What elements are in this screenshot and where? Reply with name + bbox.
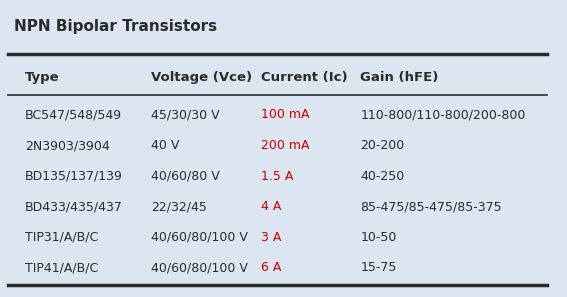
Text: 40/60/80 V: 40/60/80 V [151, 170, 220, 183]
Text: 100 mA: 100 mA [261, 108, 310, 121]
Text: 2N3903/3904: 2N3903/3904 [25, 139, 109, 152]
Text: 20-200: 20-200 [360, 139, 404, 152]
Text: Type: Type [25, 71, 60, 83]
Text: 110-800/110-800/200-800: 110-800/110-800/200-800 [360, 108, 526, 121]
Text: BD135/137/139: BD135/137/139 [25, 170, 122, 183]
Text: 4 A: 4 A [261, 200, 282, 213]
Text: 15-75: 15-75 [360, 261, 396, 274]
Text: 40-250: 40-250 [360, 170, 404, 183]
Text: 6 A: 6 A [261, 261, 282, 274]
Text: 40/60/80/100 V: 40/60/80/100 V [151, 261, 248, 274]
Text: TIP31/A/B/C: TIP31/A/B/C [25, 231, 98, 244]
Text: 85-475/85-475/85-375: 85-475/85-475/85-375 [360, 200, 502, 213]
Text: 10-50: 10-50 [360, 231, 396, 244]
Text: 22/32/45: 22/32/45 [151, 200, 207, 213]
Text: NPN Bipolar Transistors: NPN Bipolar Transistors [14, 19, 217, 34]
Text: 3 A: 3 A [261, 231, 282, 244]
Text: 45/30/30 V: 45/30/30 V [151, 108, 220, 121]
Text: 200 mA: 200 mA [261, 139, 310, 152]
Text: 1.5 A: 1.5 A [261, 170, 294, 183]
Text: 40/60/80/100 V: 40/60/80/100 V [151, 231, 248, 244]
Text: Voltage (Vce): Voltage (Vce) [151, 71, 252, 83]
Text: TIP41/A/B/C: TIP41/A/B/C [25, 261, 98, 274]
Text: BD433/435/437: BD433/435/437 [25, 200, 122, 213]
Text: 40 V: 40 V [151, 139, 180, 152]
Text: BC547/548/549: BC547/548/549 [25, 108, 122, 121]
Text: Current (Ic): Current (Ic) [261, 71, 348, 83]
Text: Gain (hFE): Gain (hFE) [360, 71, 438, 83]
